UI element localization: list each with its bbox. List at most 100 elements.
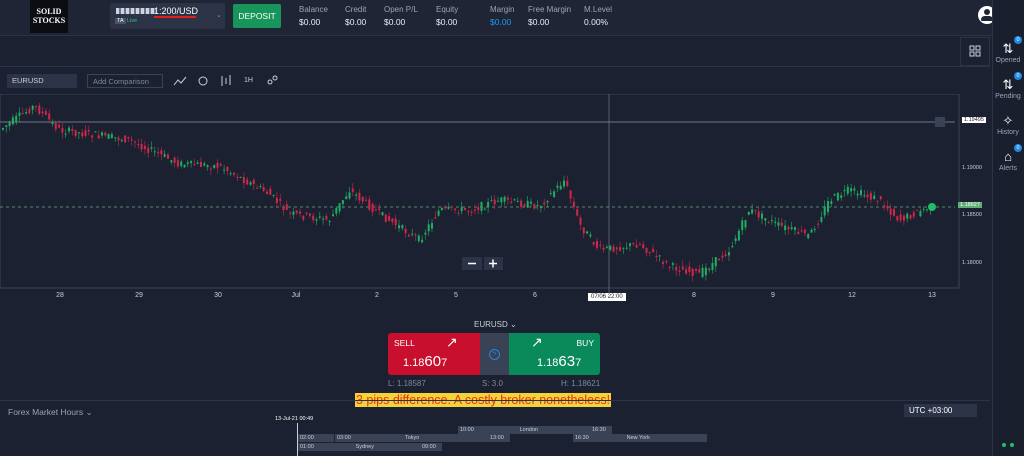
- avatar-body: [981, 16, 993, 21]
- buy-button[interactable]: BUY ↗ 1.18637: [509, 333, 600, 375]
- one-click-toggle[interactable]: ϟ: [480, 333, 509, 375]
- comparison-input[interactable]: Add Comparison: [87, 74, 163, 88]
- candle-body: [850, 188, 853, 192]
- candle-icon[interactable]: [221, 75, 231, 86]
- candle-body: [160, 150, 163, 155]
- candle-body: [846, 186, 849, 194]
- candle-body: [843, 189, 846, 192]
- current-time: 13-Jul-21 00:49: [275, 416, 314, 422]
- candle-body: [229, 173, 232, 175]
- candle-body: [586, 231, 589, 234]
- candle-body: [480, 202, 483, 211]
- line-type-icon[interactable]: [173, 76, 187, 86]
- candle-body: [658, 255, 661, 257]
- candle-body: [414, 234, 417, 236]
- candle-body: [589, 234, 592, 237]
- candle-body: [556, 185, 559, 188]
- candle-body: [625, 247, 628, 249]
- candle-body: [351, 188, 354, 192]
- candle-body: [81, 132, 84, 137]
- candle-body: [668, 266, 671, 268]
- candle-body: [272, 194, 275, 196]
- stat-label: Balance: [299, 5, 328, 14]
- badge: 0: [1014, 36, 1022, 44]
- candle-body: [563, 180, 565, 187]
- candle-body: [678, 270, 681, 272]
- candle-body: [757, 211, 760, 218]
- candle-body: [665, 261, 668, 263]
- candle-body: [576, 209, 579, 216]
- current-price-label: 1.18627: [958, 202, 982, 208]
- candle-body: [348, 192, 351, 199]
- candle-body: [358, 192, 361, 201]
- candle-body: [64, 133, 67, 135]
- candle-body: [15, 115, 18, 123]
- candle-body: [411, 233, 414, 235]
- drawing-icon[interactable]: [267, 75, 278, 85]
- candle-body: [44, 111, 47, 115]
- candle-body: [289, 212, 292, 214]
- candle-body: [731, 246, 734, 248]
- layout-button[interactable]: [960, 37, 990, 66]
- candle-body: [252, 179, 255, 185]
- candle-body: [173, 157, 176, 163]
- stat-value: $0.00: [345, 17, 367, 27]
- timezone-select[interactable]: UTC +03:00: [904, 404, 977, 417]
- candle-body: [345, 196, 348, 200]
- candle-body: [157, 152, 160, 154]
- candle-body: [853, 188, 856, 191]
- sell-button[interactable]: SELL ↗ 1.18607: [388, 333, 480, 375]
- candle-body: [101, 132, 103, 136]
- sidebar-label: History: [997, 129, 1019, 136]
- candle-body: [797, 231, 800, 234]
- timeframe[interactable]: 1H: [244, 77, 253, 84]
- candle-body: [219, 164, 222, 166]
- avatar-head: [984, 9, 990, 15]
- candle-body: [566, 180, 569, 186]
- candle-body: [701, 267, 704, 278]
- sidebar-button[interactable]: ⇅ Opened 0: [992, 36, 1024, 70]
- candle-body: [325, 215, 328, 220]
- candle-body: [820, 217, 823, 222]
- candle-body: [543, 202, 546, 205]
- candle-body: [698, 269, 701, 273]
- candle-body: [48, 113, 51, 120]
- sell-price: 1.18607: [403, 353, 447, 371]
- current-time-line: [297, 423, 298, 456]
- user-avatar[interactable]: [978, 6, 996, 24]
- logo[interactable]: SOLID STOCKS: [30, 0, 68, 33]
- session-open: 01:00: [300, 444, 314, 450]
- date-label: 6: [533, 292, 537, 299]
- candle-body: [431, 223, 433, 229]
- symbol-select[interactable]: EURUSD: [7, 74, 77, 88]
- sidebar-button[interactable]: ✧ History: [992, 112, 1024, 142]
- indicator-icon[interactable]: [198, 76, 208, 86]
- candle-body: [371, 203, 374, 213]
- alert-button[interactable]: [935, 117, 945, 127]
- candle-body: [856, 193, 859, 196]
- account-leverage: 1:200/USD: [154, 6, 199, 16]
- candle-body: [794, 227, 796, 230]
- deposit-button[interactable]: DEPOSIT: [233, 4, 281, 28]
- candle-body: [440, 208, 443, 210]
- candle-body: [546, 201, 549, 203]
- candle-body: [454, 208, 457, 211]
- candle-body: [671, 263, 674, 265]
- candle-body: [163, 154, 166, 157]
- sidebar-button[interactable]: ⌂ Alerts 0: [992, 144, 1024, 178]
- candle-body: [332, 214, 334, 217]
- candle-body: [922, 208, 925, 210]
- trade-symbol-text: EURUSD: [474, 320, 508, 329]
- candle-body: [391, 218, 394, 223]
- stat-value: 0.00%: [584, 17, 609, 27]
- candle-body: [810, 229, 813, 233]
- trade-symbol[interactable]: EURUSD ⌄: [474, 320, 517, 329]
- sell-arrow: ↗: [446, 334, 458, 350]
- candle-body: [137, 144, 140, 146]
- candle-body: [31, 105, 34, 110]
- candle-body: [906, 213, 909, 219]
- candle-body: [896, 216, 899, 221]
- account-selector[interactable]: 1:200/USD TA Live ⌄: [110, 3, 225, 29]
- candle-body: [262, 186, 265, 191]
- sidebar-button[interactable]: ⇅ Pending 0: [992, 72, 1024, 106]
